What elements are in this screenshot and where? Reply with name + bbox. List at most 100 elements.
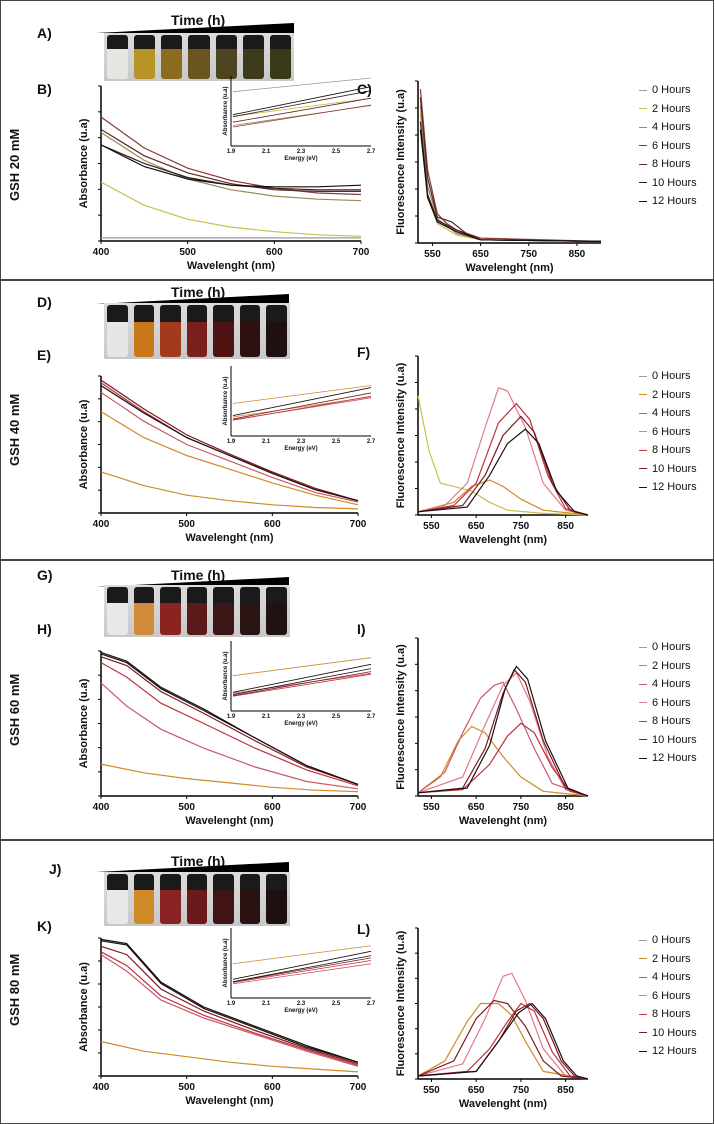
inset-x-label: Energy (eV) bbox=[284, 156, 317, 162]
vial-liquid bbox=[133, 322, 155, 357]
inset-series-line bbox=[232, 950, 372, 980]
inset-x-tick-label: 2.7 bbox=[367, 149, 376, 155]
vial bbox=[239, 587, 261, 635]
legend-item: 8 Hours bbox=[639, 712, 697, 731]
legend-label: 0 Hours bbox=[652, 84, 691, 96]
series-line bbox=[419, 113, 602, 242]
x-tick-label: 850 bbox=[557, 802, 574, 813]
time-wedge bbox=[96, 862, 289, 872]
panel-row-2: GSH 40 mM D) Time (h) E) 400 500 600 700 Wav… bbox=[0, 280, 714, 560]
series-line bbox=[100, 938, 359, 1063]
series-line bbox=[419, 129, 602, 242]
series-line bbox=[100, 131, 362, 202]
inset-series-line bbox=[232, 395, 372, 421]
vial-liquid bbox=[133, 603, 155, 635]
x-tick-label: 500 bbox=[178, 519, 195, 530]
series-line bbox=[100, 379, 359, 502]
x-tick-label: 650 bbox=[468, 521, 485, 532]
legend-item: 10 Hours bbox=[639, 731, 697, 750]
series-line bbox=[417, 1002, 589, 1080]
series-line bbox=[100, 682, 359, 790]
series-line bbox=[417, 415, 589, 516]
inset-series-line bbox=[232, 671, 372, 696]
x-tick-label: 650 bbox=[468, 1085, 485, 1096]
x-tick-label: 650 bbox=[472, 249, 489, 260]
time-header: Time (h) bbox=[171, 567, 226, 583]
time-header: Time (h) bbox=[171, 12, 226, 28]
panel-label-c: C) bbox=[357, 81, 372, 97]
inset-series-line bbox=[232, 385, 372, 404]
panel-row-1: GSH 20 mM A) Time (h) B) 400 500 600 700 Wav… bbox=[0, 0, 714, 280]
vial-cap bbox=[215, 35, 237, 49]
inset-series-line bbox=[232, 90, 372, 118]
legend-label: 2 Hours bbox=[652, 659, 691, 672]
legend-item: 4 Hours bbox=[639, 968, 697, 987]
legend-label: 0 Hours bbox=[652, 641, 691, 653]
panel-label-d: D) bbox=[37, 294, 52, 310]
y-axis-label: Fluorescence Intensity (u.a) bbox=[395, 362, 407, 508]
legend-swatch bbox=[639, 486, 647, 488]
vial-cap bbox=[160, 874, 181, 890]
vial-liquid bbox=[239, 322, 261, 357]
vial bbox=[215, 35, 237, 79]
vial bbox=[107, 35, 129, 79]
legend-label: 12 Hours bbox=[652, 481, 697, 493]
inset-x-tick-label: 2.1 bbox=[262, 714, 271, 720]
vial-liquid bbox=[186, 603, 208, 635]
legend-item: 0 Hours bbox=[639, 638, 697, 657]
inset-x-tick-label: 2.1 bbox=[262, 439, 271, 445]
panel-label-j: J) bbox=[49, 861, 62, 877]
legend-label: 2 Hours bbox=[652, 388, 691, 401]
legend-item: 10 Hours bbox=[639, 174, 697, 193]
vials-photo-1 bbox=[104, 33, 294, 81]
vial bbox=[160, 305, 181, 357]
x-tick-label: 850 bbox=[569, 249, 586, 260]
vial bbox=[160, 874, 181, 924]
series-line bbox=[417, 722, 589, 797]
x-tick-label: 750 bbox=[520, 249, 537, 260]
series-line bbox=[100, 662, 359, 787]
series-line bbox=[100, 653, 359, 785]
inset-x-tick-label: 1.9 bbox=[227, 1001, 236, 1007]
inset-y-label: Absorbance (u.a) bbox=[223, 376, 229, 425]
legend-label: 8 Hours bbox=[652, 1008, 691, 1020]
fluorescence-chart-4: 550 650 750 850 Wavelenght (nm) Fluorescence … bbox=[395, 927, 589, 1110]
panel-label-f: F) bbox=[357, 344, 371, 360]
vial-liquid bbox=[160, 322, 181, 357]
x-axis-label: Wavelenght (nm) bbox=[459, 534, 548, 546]
series-line bbox=[417, 402, 589, 516]
vial bbox=[161, 35, 183, 79]
panel-label-k: K) bbox=[37, 918, 52, 934]
vial-liquid bbox=[107, 322, 128, 357]
legend-label: 4 Hours bbox=[652, 121, 691, 133]
absorbance-chart-2: 400 500 600 700 Wavelenght (nm) Absorbance (u… bbox=[78, 366, 376, 544]
vial bbox=[213, 587, 234, 635]
panel-label-e: E) bbox=[37, 347, 51, 363]
x-tick-label: 750 bbox=[513, 1085, 530, 1096]
legend-label: 8 Hours bbox=[652, 158, 691, 170]
legend-item: 4 Hours bbox=[639, 675, 697, 694]
legend-label: 12 Hours bbox=[652, 1045, 697, 1057]
legend-item: 0 Hours bbox=[639, 931, 697, 950]
vial-liquid bbox=[213, 322, 234, 357]
inset-series-line bbox=[232, 957, 372, 983]
legend-swatch bbox=[639, 449, 647, 451]
legend-swatch bbox=[639, 394, 647, 396]
legend-swatch bbox=[639, 683, 647, 685]
inset-series-line bbox=[232, 387, 372, 416]
x-axis-label: Wavelenght (nm) bbox=[459, 815, 548, 827]
vial-cap bbox=[269, 35, 291, 49]
vial-liquid bbox=[239, 603, 261, 635]
inset-x-tick-label: 2.7 bbox=[367, 439, 376, 445]
inset-series-line bbox=[232, 963, 372, 985]
y-axis-label: Absorbance (u.a) bbox=[78, 399, 90, 489]
y-axis-label: Fluorescence Intensity (u.a) bbox=[395, 930, 407, 1076]
legend-item: 10 Hours bbox=[639, 1024, 697, 1043]
inset-series-line bbox=[232, 960, 372, 983]
series-line bbox=[100, 181, 362, 237]
row-label: GSH 80 mM bbox=[7, 953, 22, 1026]
legend-label: 6 Hours bbox=[652, 139, 691, 152]
series-line bbox=[100, 144, 362, 188]
legend-item: 2 Hours bbox=[639, 950, 697, 969]
legend-label: 2 Hours bbox=[652, 102, 691, 115]
